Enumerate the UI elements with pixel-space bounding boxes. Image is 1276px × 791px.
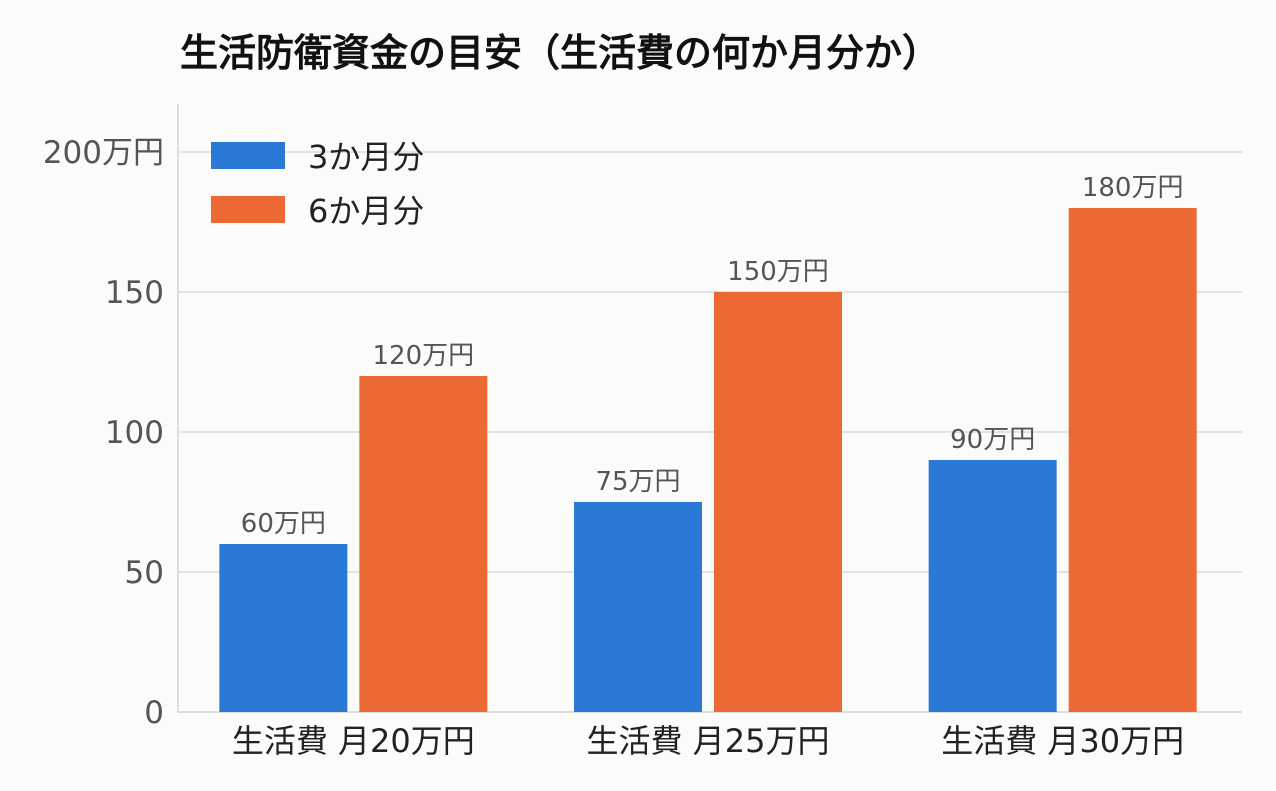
- axes: [177, 104, 1242, 713]
- data-labels: 60万円 120万円 75万円 150万円 90万円 180万円: [241, 173, 1184, 539]
- bar: [714, 292, 842, 712]
- data-label: 60万円: [241, 509, 326, 539]
- x-axis-categories: 生活費 月20万円 生活費 月25万円 生活費 月30万円: [232, 722, 1184, 760]
- bar: [359, 376, 488, 712]
- x-category-label: 生活費 月25万円: [587, 722, 830, 760]
- y-axis-ticks: 0 50 100 150 200万円: [43, 135, 164, 731]
- legend: 3か月分 6か月分: [211, 138, 424, 230]
- data-label: 90万円: [950, 425, 1035, 455]
- x-category-label: 生活費 月30万円: [941, 722, 1184, 760]
- legend-label: 6か月分: [308, 192, 424, 230]
- y-tick-label: 150: [105, 275, 164, 311]
- data-label: 150万円: [727, 257, 829, 287]
- chart-title: 生活防衛資金の目安（生活費の何か月分か）: [180, 31, 940, 75]
- y-tick-label: 0: [144, 695, 164, 731]
- bar: [928, 460, 1057, 712]
- data-label: 120万円: [373, 341, 475, 371]
- y-tick-label: 50: [125, 555, 164, 591]
- bar: [574, 502, 702, 712]
- gridlines: [178, 151, 1242, 573]
- legend-swatch: [211, 196, 285, 223]
- data-label: 180万円: [1082, 173, 1184, 203]
- legend-label: 3か月分: [308, 138, 424, 176]
- y-tick-label: 100: [105, 415, 164, 451]
- bar: [219, 544, 348, 712]
- y-tick-label: 200万円: [43, 135, 164, 171]
- data-label: 75万円: [595, 467, 680, 497]
- bar: [1068, 208, 1197, 712]
- x-category-label: 生活費 月20万円: [232, 722, 475, 760]
- legend-swatch: [211, 142, 285, 169]
- bars: [219, 208, 1197, 712]
